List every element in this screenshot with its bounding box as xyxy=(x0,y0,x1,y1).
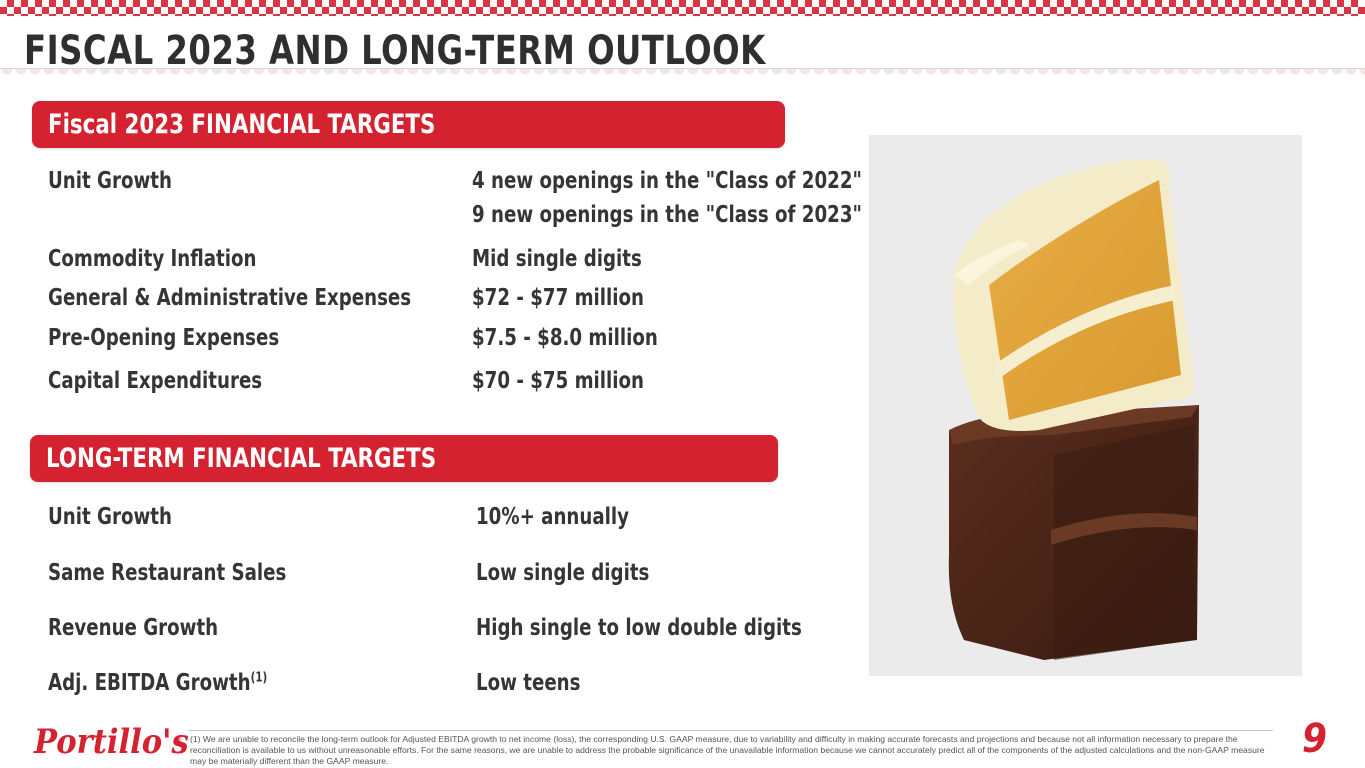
longterm-row-value: High single to low double digits xyxy=(476,615,802,641)
title-underline-trim xyxy=(0,68,1365,82)
longterm-row-label: Revenue Growth xyxy=(48,615,219,641)
footnote-text: (1) We are unable to reconcile the long-… xyxy=(190,734,1265,766)
longterm-row-value: Low teens xyxy=(476,670,581,696)
footnote-marker: (1) xyxy=(250,670,268,686)
fiscal-row-value: Mid single digits xyxy=(472,246,642,272)
fiscal-targets-header: Fiscal 2023 FINANCIAL TARGETS xyxy=(32,101,785,148)
fiscal-row-value: $7.5 - $8.0 million xyxy=(472,325,658,351)
fiscal-row-label: General & Administrative Expenses xyxy=(48,285,412,311)
ebitda-label: Adj. EBITDA Growth xyxy=(48,670,251,696)
page-title: FISCAL 2023 AND LONG-TERM OUTLOOK xyxy=(24,28,766,74)
longterm-row-value: Low single digits xyxy=(476,560,650,586)
cake-slice-photo xyxy=(869,135,1302,676)
cake-illustration xyxy=(948,159,1199,660)
portillos-logo: Portillo's xyxy=(34,722,189,762)
page-number: 9 xyxy=(1302,716,1328,762)
fiscal-row-value: $70 - $75 million xyxy=(472,368,644,394)
fiscal-row-value: $72 - $77 million xyxy=(472,285,644,311)
fiscal-row-value: 9 new openings in the "Class of 2023" xyxy=(472,202,862,228)
longterm-row-label: Adj. EBITDA Growth(1) xyxy=(48,670,267,696)
fiscal-row-label: Capital Expenditures xyxy=(48,368,263,394)
longterm-row-value: 10%+ annually xyxy=(476,504,629,530)
fiscal-row-label: Unit Growth xyxy=(48,168,172,194)
registered-mark: ® xyxy=(176,736,183,744)
longterm-targets-header: LONG-TERM FINANCIAL TARGETS xyxy=(30,435,778,482)
fiscal-row-label: Pre-Opening Expenses xyxy=(48,325,280,351)
fiscal-row-label: Commodity Inflation xyxy=(48,246,257,272)
footer-divider xyxy=(188,730,1273,731)
top-checker-trim xyxy=(0,0,1365,22)
longterm-row-label: Unit Growth xyxy=(48,504,172,530)
longterm-row-label: Same Restaurant Sales xyxy=(48,560,287,586)
fiscal-row-value: 4 new openings in the "Class of 2022" xyxy=(472,168,862,194)
